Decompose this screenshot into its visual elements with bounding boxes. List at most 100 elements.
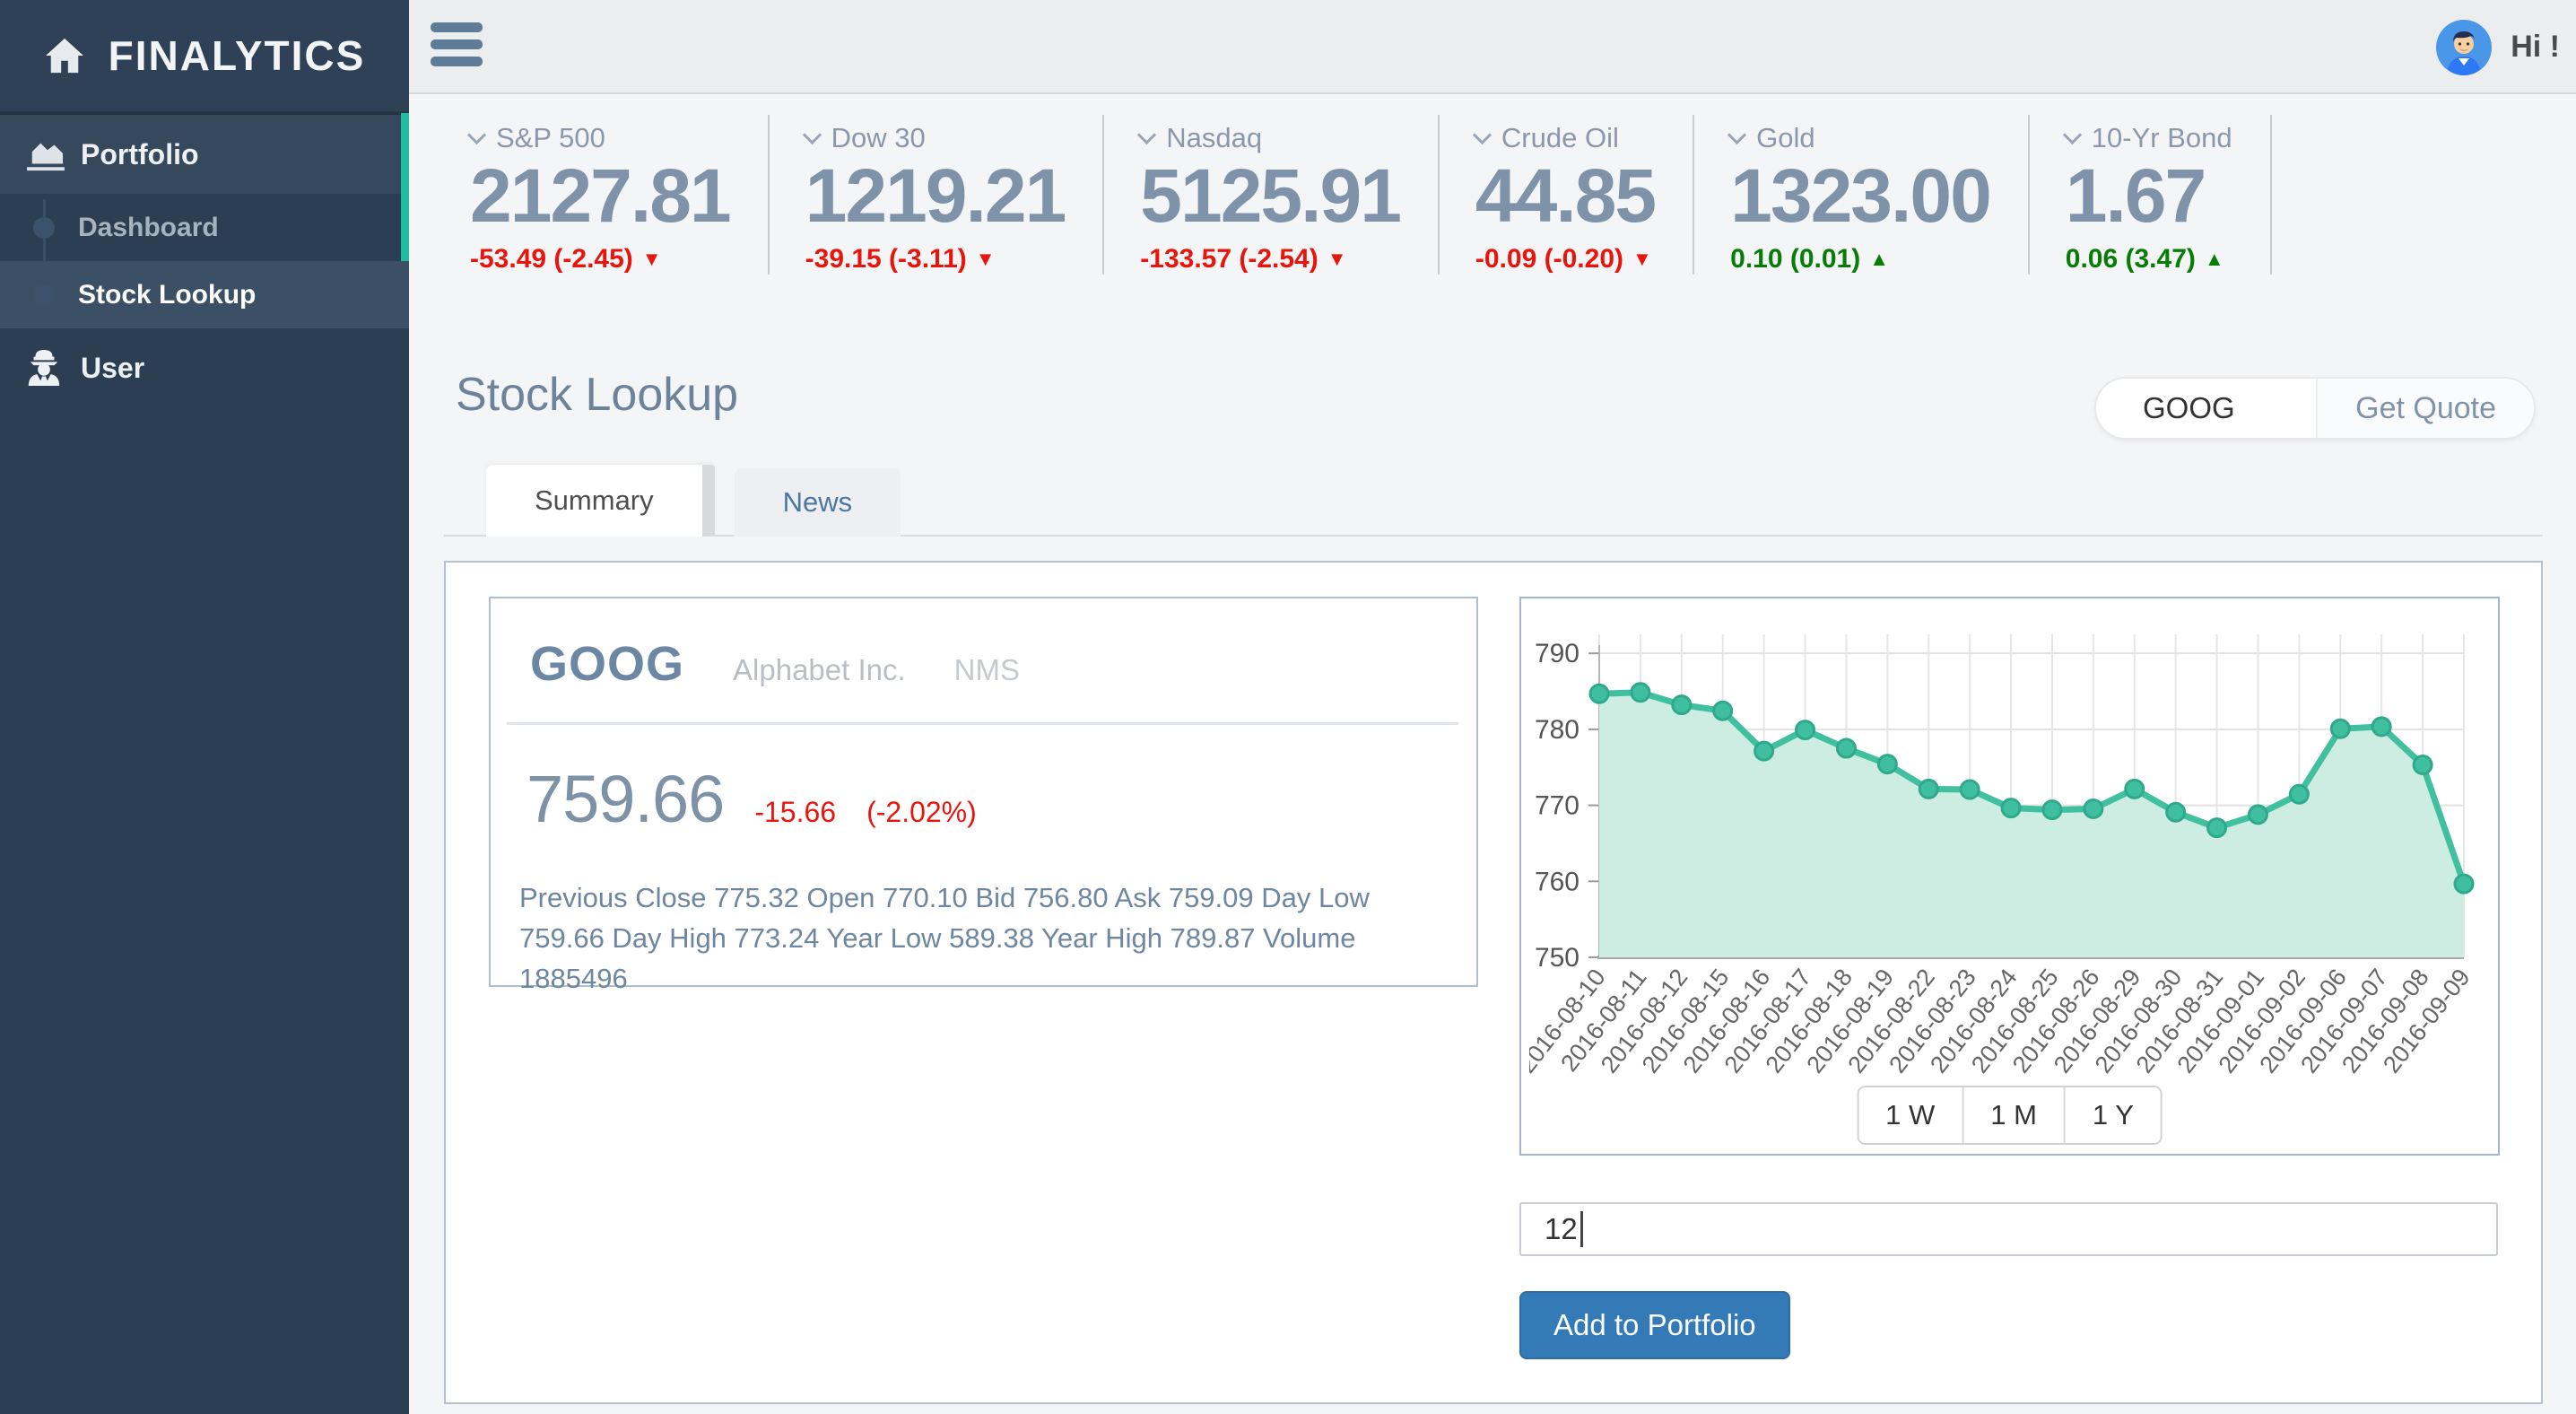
y-tick-label: 760 [1535,867,1580,896]
user-chip[interactable]: Hi ! [2435,0,2560,94]
ticker-dropdown[interactable]: Crude Oil [1472,122,1655,154]
menu-toggle-icon[interactable] [431,22,483,74]
app-title: FINALYTICS [108,32,366,79]
sidebar-item-dashboard[interactable]: Dashboard [0,194,409,261]
ticker-dropdown[interactable]: Gold [1727,122,1990,154]
chart-range-group: 1 W 1 M 1 Y [1857,1086,2163,1145]
divider [507,722,1458,725]
app-logo[interactable]: FINALYTICS [0,0,409,113]
ticker-gold: Gold 1323.00 0.10 (0.01) ▲ [1716,115,2030,275]
tabs: Summary News [486,465,901,537]
portfolio-submenu: Dashboard Stock Lookup [0,194,409,328]
ticker-10yr-bond: 10-Yr Bond 1.67 0.06 (3.47) ▲ [2051,115,2272,275]
stock-exchange: NMS [953,653,1020,686]
tab-summary[interactable]: Summary [486,465,715,537]
home-icon [45,38,83,74]
avatar [2436,19,2493,75]
up-arrow-icon: ▲ [2204,248,2224,271]
ticker-value: 1323.00 [1730,153,1992,238]
chart-point [1876,754,1898,775]
tabs-underline [444,535,2543,537]
chart-point [2124,778,2145,799]
ticker-name: 10-Yr Bond [2091,122,2232,153]
stock-summary-card: GOOG Alphabet Inc. NMS 759.66 -15.66 (-2… [489,597,1478,994]
chart-point [2000,798,2022,819]
range-1w-button[interactable]: 1 W [1858,1087,1962,1143]
ticker-value: 44.85 [1475,153,1657,238]
ticker-name: Crude Oil [1501,122,1619,153]
market-ticker-bar: S&P 500 2127.81 -53.49 (-2.45) ▼ Dow 30 1… [456,115,2293,275]
y-tick-label: 770 [1535,791,1580,821]
user-secret-icon [28,349,60,387]
ticker-dropdown[interactable]: Dow 30 [802,122,1066,154]
stock-symbol: GOOG [530,637,685,691]
range-1y-button[interactable]: 1 Y [2063,1087,2161,1143]
chart-line [1596,689,2467,887]
y-tick-label: 790 [1535,639,1580,668]
get-quote-button[interactable]: Get Quote [2316,379,2534,438]
chart-point [1835,738,1857,759]
active-group-accent [401,113,409,328]
stock-change: -15.66 [754,796,837,828]
down-arrow-icon: ▼ [975,248,996,271]
ticker-crude-oil: Crude Oil 44.85 -0.09 (-0.20) ▼ [1461,115,1695,275]
up-arrow-icon: ▲ [1869,248,1890,271]
chevron-down-icon [1727,125,1747,144]
sidebar-item-label: Dashboard [78,212,219,242]
ticker-change: -53.49 (-2.45) ▼ [470,244,662,275]
ticker-change: -133.57 (-2.54) ▼ [1140,244,1347,275]
stock-details: Previous Close 775.32 Open 770.10 Bid 75… [519,882,1370,994]
chart-point [2412,755,2433,776]
chart-point [2329,718,2351,739]
sidebar-item-stock-lookup[interactable]: Stock Lookup [0,261,409,328]
chart-point [1918,778,1939,799]
chevron-down-icon [802,125,822,144]
ticker-dropdown[interactable]: Nasdaq [1137,122,1400,154]
chart-point [1588,683,1610,704]
ticker-value: 2127.81 [470,153,732,238]
chart-point [1754,740,1775,762]
chart-point [1630,682,1651,703]
sidebar-item-label: Stock Lookup [78,279,257,310]
sidebar: FINALYTICS Portfolio Dashboard Stock Loo… [0,0,409,1414]
ticker-value: 1219.21 [805,153,1067,238]
stock-symbol-input[interactable] [2096,379,2317,438]
chart-point [2206,817,2228,839]
ticker-dropdown[interactable]: 10-Yr Bond [2062,122,2232,154]
tab-news[interactable]: News [734,468,901,537]
sidebar-item-portfolio[interactable]: Portfolio [0,113,409,194]
chart-point [1795,720,1816,741]
ticker-dropdown[interactable]: S&P 500 [466,122,730,154]
text-cursor [1580,1211,1583,1247]
stock-chart: 7507607707807902016-08-102016-08-112016-… [1529,634,2476,1076]
sidebar-item-user[interactable]: User [0,328,409,407]
add-to-portfolio-button[interactable]: Add to Portfolio [1519,1291,1790,1359]
ticker-name: S&P 500 [496,122,605,153]
chart-point [2083,798,2104,819]
ticker-sp500: S&P 500 2127.81 -53.49 (-2.45) ▼ [456,115,770,275]
ticker-change: 0.10 (0.01) ▲ [1730,244,1890,275]
area-chart-icon [27,136,65,171]
down-arrow-icon: ▼ [1327,248,1347,271]
ticker-value: 1.67 [2065,153,2206,238]
chart-point [1712,700,1734,721]
chart-point [1959,779,1980,800]
chart-point [1671,694,1693,716]
quantity-value: 12 [1545,1212,1578,1245]
ticker-name: Dow 30 [831,122,926,153]
stock-change-pct: (-2.02%) [866,796,977,828]
range-1m-button[interactable]: 1 M [1962,1087,2064,1143]
summary-panel: GOOG Alphabet Inc. NMS 759.66 -15.66 (-2… [444,561,2543,1404]
page-title: Stock Lookup [456,369,739,421]
chart-point [2371,716,2392,738]
chevron-down-icon [1472,125,1493,144]
quantity-input[interactable]: 12 [1519,1202,2498,1256]
chevron-down-icon [2062,125,2082,144]
stock-company: Alphabet Inc. [733,653,906,686]
chart-point [2247,804,2268,825]
y-tick-label: 750 [1535,943,1580,973]
chart-point [2288,783,2310,805]
sidebar-item-label: User [81,351,145,384]
chart-point [2041,799,2063,821]
chart-point [2453,873,2475,895]
